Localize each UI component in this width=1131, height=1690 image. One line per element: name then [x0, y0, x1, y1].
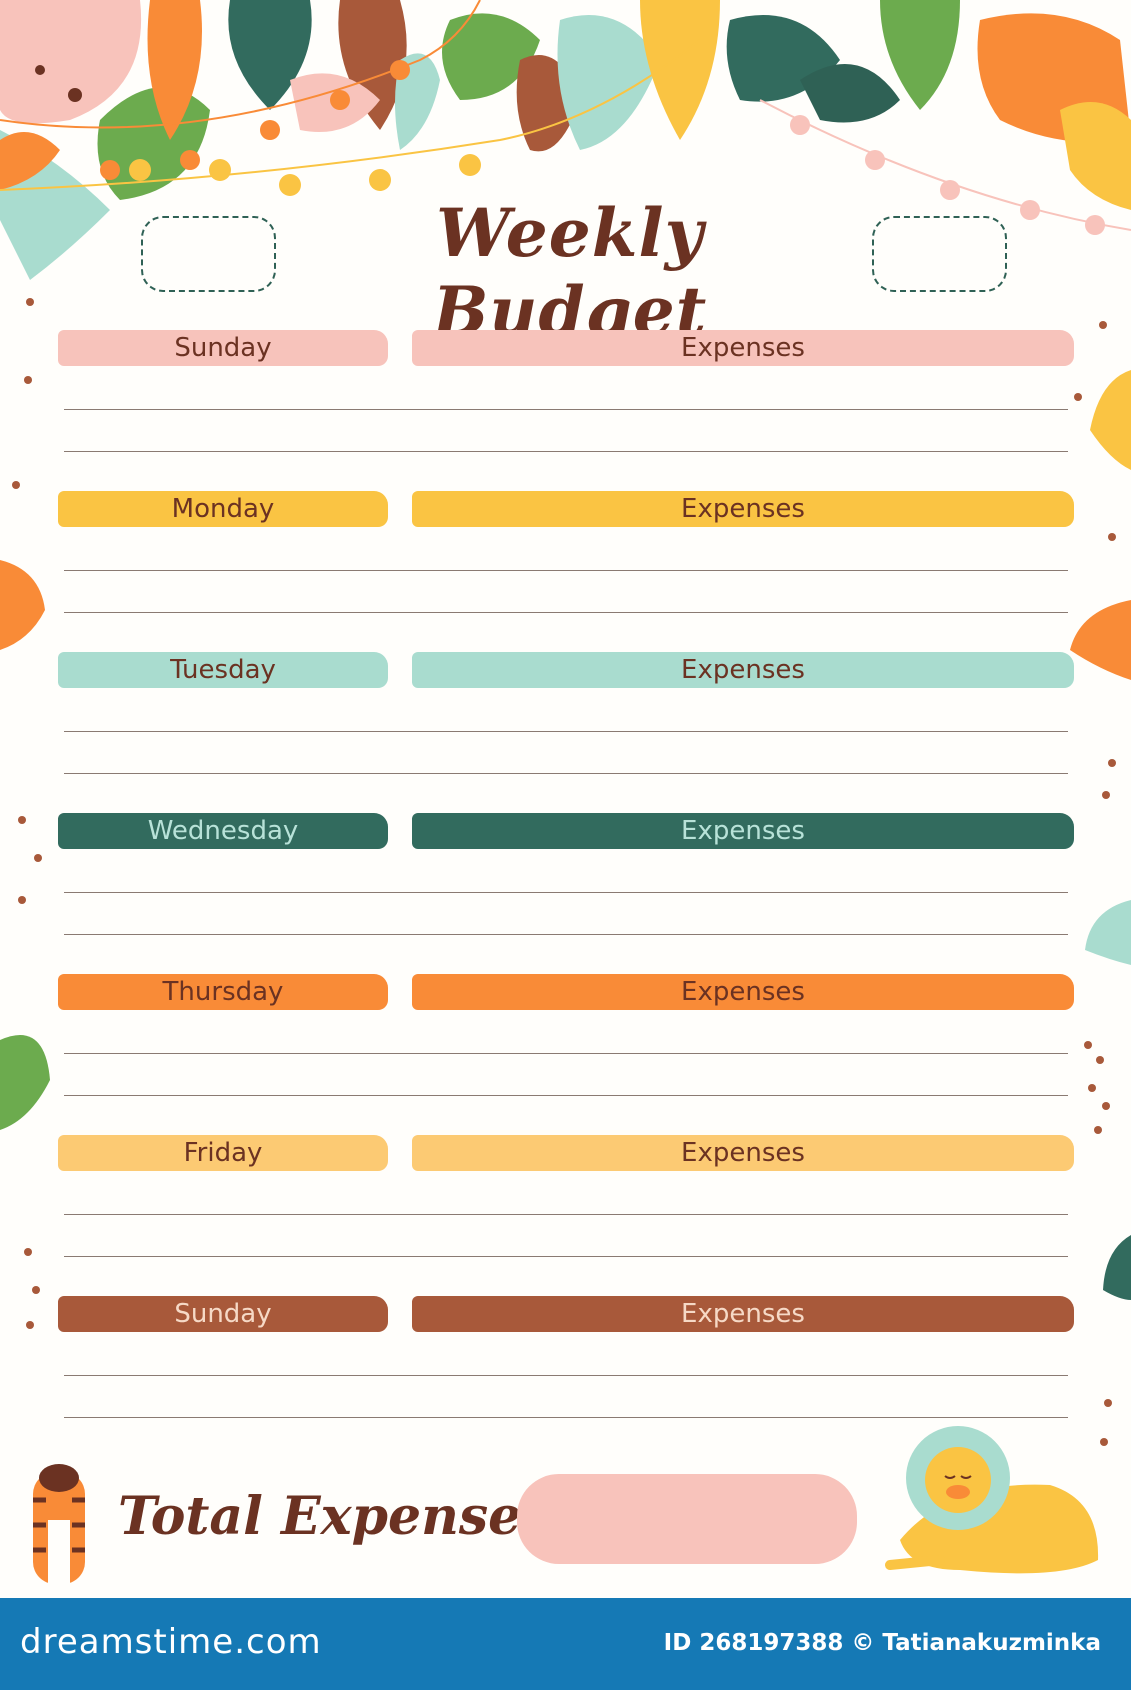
day-header: Sunday	[58, 1296, 388, 1332]
tiger-illustration	[33, 1464, 85, 1584]
entry-line[interactable]	[64, 1095, 1068, 1096]
expenses-header: Expenses	[412, 491, 1074, 527]
entry-line[interactable]	[64, 731, 1068, 732]
entry-line[interactable]	[64, 1214, 1068, 1215]
entry-line[interactable]	[64, 409, 1068, 410]
day-section: Friday Expenses	[58, 1135, 1074, 1296]
expenses-header: Expenses	[412, 1296, 1074, 1332]
tropical-decorations	[0, 0, 1131, 1584]
day-header: Tuesday	[58, 652, 388, 688]
footer-brand: dreamstime.com	[20, 1622, 322, 1662]
day-header: Thursday	[58, 974, 388, 1010]
tropical-leaves-top	[0, 0, 1131, 280]
expenses-header: Expenses	[412, 1135, 1074, 1171]
expenses-header: Expenses	[412, 813, 1074, 849]
expenses-header: Expenses	[412, 652, 1074, 688]
entry-line[interactable]	[64, 773, 1068, 774]
entry-line[interactable]	[64, 1256, 1068, 1257]
day-section: Thursday Expenses	[58, 974, 1074, 1135]
lion-illustration	[885, 1426, 1099, 1574]
decor-frame-left	[141, 216, 276, 292]
day-header: Wednesday	[58, 813, 388, 849]
day-header: Sunday	[58, 330, 388, 366]
planner-page: Weekly Budget Sunday Expenses Monday Expens…	[0, 0, 1131, 1584]
footer-credit: ID 268197388 © Tatianakuzminka	[663, 1630, 1101, 1656]
watermark-footer: dreamstime.com ID 268197388 © Tatianakuz…	[0, 1598, 1131, 1690]
entry-line[interactable]	[64, 1053, 1068, 1054]
entry-line[interactable]	[64, 1417, 1068, 1418]
day-header: Monday	[58, 491, 388, 527]
page-title: Weekly Budget	[432, 194, 708, 350]
day-section: Sunday Expenses	[58, 1296, 1074, 1457]
entry-line[interactable]	[64, 451, 1068, 452]
day-section: Wednesday Expenses	[58, 813, 1074, 974]
day-section: Sunday Expenses	[58, 330, 1074, 491]
expenses-header: Expenses	[412, 974, 1074, 1010]
entry-line[interactable]	[64, 1375, 1068, 1376]
expenses-header: Expenses	[412, 330, 1074, 366]
decor-frame-right	[872, 216, 1007, 292]
day-section: Tuesday Expenses	[58, 652, 1074, 813]
entry-line[interactable]	[64, 934, 1068, 935]
day-header: Friday	[58, 1135, 388, 1171]
day-section: Monday Expenses	[58, 491, 1074, 652]
entry-line[interactable]	[64, 612, 1068, 613]
total-expenses-field[interactable]	[517, 1474, 857, 1564]
entry-line[interactable]	[64, 892, 1068, 893]
total-expenses-label: Total Expenses	[118, 1486, 551, 1547]
entry-line[interactable]	[64, 570, 1068, 571]
